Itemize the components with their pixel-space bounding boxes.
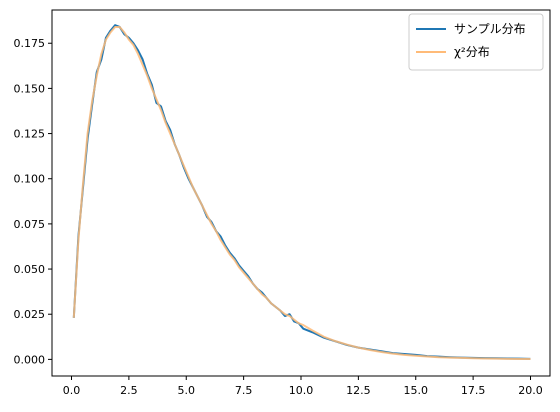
x-axis: 0.0 2.5 5.0 7.5 10.0 12.5 15.0 17.5 20.0: [63, 376, 543, 397]
y-axis: 0.000 0.025 0.050 0.075 0.100 0.125 0.150 0.175: [14, 37, 52, 366]
legend: サンプル分布 χ²分布: [408, 13, 544, 71]
y-tick-label: 0.050: [14, 263, 46, 276]
series-line-1: [72, 25, 531, 361]
x-tick-label: 15.0: [403, 384, 428, 397]
y-tick-label: 0.175: [14, 37, 46, 50]
x-tick-label: 10.0: [289, 384, 314, 397]
x-tick-label: 5.0: [178, 384, 196, 397]
y-tick-label: 0.150: [14, 82, 46, 95]
legend-label-chi2: χ²分布: [454, 45, 490, 59]
y-tick-label: 0.125: [14, 128, 46, 141]
x-tick-label: 20.0: [518, 384, 543, 397]
legend-label-sample: サンプル分布: [454, 22, 526, 36]
y-tick-label: 0.025: [14, 308, 46, 321]
x-tick-label: 17.5: [461, 384, 486, 397]
y-tick-label: 0.000: [14, 353, 46, 366]
series-layer: [72, 24, 531, 361]
x-tick-label: 12.5: [346, 384, 371, 397]
x-tick-label: 0.0: [63, 384, 81, 397]
y-tick-label: 0.075: [14, 218, 46, 231]
x-tick-label: 2.5: [120, 384, 138, 397]
x-tick-label: 7.5: [235, 384, 253, 397]
y-tick-label: 0.100: [14, 173, 46, 186]
